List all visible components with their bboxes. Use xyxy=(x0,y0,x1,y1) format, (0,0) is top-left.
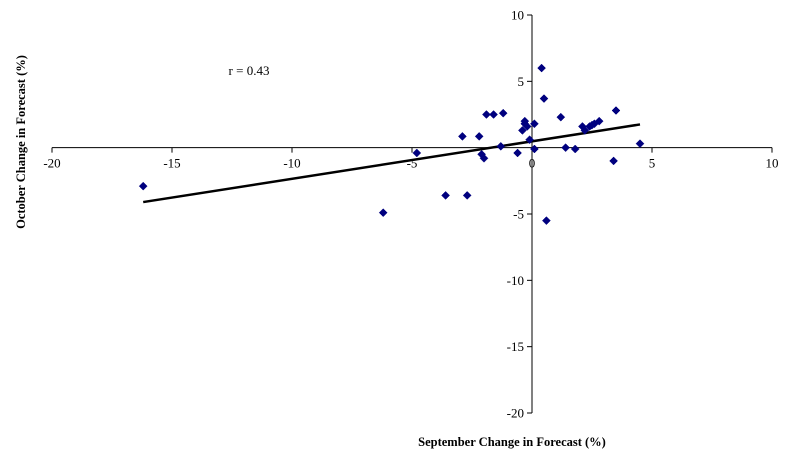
x-tick-label: -15 xyxy=(163,156,180,171)
data-point xyxy=(458,132,467,141)
x-tick-label: 10 xyxy=(766,156,779,171)
data-point xyxy=(522,122,532,131)
y-tick-label: 5 xyxy=(518,74,525,89)
data-point xyxy=(561,143,570,153)
data-point xyxy=(479,153,489,163)
x-tick-label: -20 xyxy=(43,156,60,171)
y-tick-label: -20 xyxy=(507,406,524,421)
trendline-group xyxy=(143,123,641,204)
data-point xyxy=(570,144,580,154)
data-point xyxy=(609,156,618,166)
data-point xyxy=(530,144,539,154)
data-point xyxy=(378,208,388,218)
x-tick-label: -10 xyxy=(283,156,300,171)
data-point xyxy=(525,135,534,145)
data-point xyxy=(635,139,645,149)
correlation-annotation: r = 0.43 xyxy=(229,63,270,78)
x-tick-label: 0 xyxy=(529,156,536,171)
x-axis-title: September Change in Forecast (%) xyxy=(418,435,606,449)
data-point xyxy=(518,126,527,135)
data-point xyxy=(580,126,590,135)
data-points xyxy=(138,63,645,225)
data-point xyxy=(537,63,546,73)
data-point xyxy=(594,116,604,126)
y-tick-label: -5 xyxy=(513,207,524,222)
y-axis-title: October Change in Forecast (%) xyxy=(14,55,28,229)
data-point xyxy=(441,191,450,200)
data-point xyxy=(513,148,522,158)
y-tick-label: -15 xyxy=(507,339,524,354)
data-point xyxy=(462,191,472,200)
data-point xyxy=(474,132,484,141)
y-tick-label: -10 xyxy=(507,273,524,288)
data-point xyxy=(489,110,498,119)
data-point xyxy=(556,112,566,122)
data-point xyxy=(530,119,539,129)
trendline xyxy=(143,123,641,204)
data-point xyxy=(496,141,506,151)
x-tick-label: 5 xyxy=(649,156,656,171)
data-point xyxy=(542,216,551,225)
data-point xyxy=(611,106,621,115)
data-point xyxy=(539,94,549,103)
axes xyxy=(51,14,773,414)
data-point xyxy=(498,108,508,118)
data-point xyxy=(138,181,148,191)
tick-labels: -20 -15 -10 -5 0 5 10 10 5 -5 -10 -15 -20 xyxy=(43,8,778,421)
data-point xyxy=(412,148,422,158)
data-point xyxy=(482,110,491,119)
y-tick-label: 10 xyxy=(511,8,524,23)
x-tick-label: -5 xyxy=(407,156,418,171)
